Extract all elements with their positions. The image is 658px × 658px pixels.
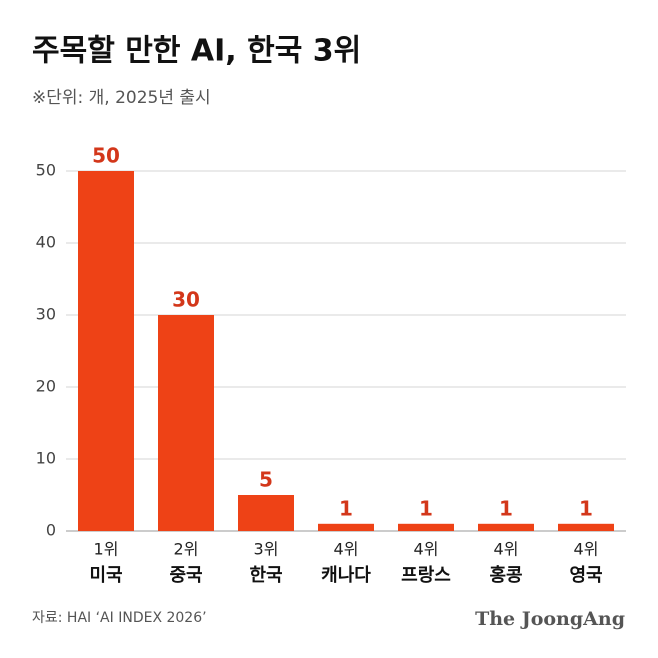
y-tick-label: 30 [36,305,56,324]
x-tick-label: 미국 [89,565,122,586]
bar [318,523,374,531]
chart-subtitle: ※단위: 개, 2025년 출시 [32,88,211,108]
x-tick-label: 한국 [249,565,282,586]
x-tick-label: 중국 [169,565,202,586]
bar [398,523,454,531]
value-label: 5 [259,468,273,492]
value-label: 1 [419,496,433,520]
x-tick-label: 2위 [174,540,199,559]
value-label: 1 [339,496,353,520]
bar [158,315,214,531]
bar [478,523,534,531]
y-tick-label: 10 [36,449,56,468]
x-tick-label: 4위 [494,540,519,559]
value-label: 1 [579,496,593,520]
source: 자료: HAI ‘AI INDEX 2026’ [32,610,207,626]
bar [558,523,614,531]
x-tick-label: 1위 [94,540,119,559]
x-tick-label: 3위 [254,540,279,559]
x-tick-label: 4위 [334,540,359,559]
x-tick-label: 4위 [574,540,599,559]
x-tick-label: 캐나다 [321,565,371,586]
bar [78,171,134,531]
brand: The JoongAng [475,608,625,630]
value-label: 1 [499,496,513,520]
value-label: 30 [172,288,200,312]
value-label: 50 [92,144,120,168]
y-tick-label: 0 [46,521,56,540]
y-tick-label: 50 [36,161,56,180]
y-tick-label: 40 [36,233,56,252]
x-tick-label: 4위 [414,540,439,559]
x-tick-label: 프랑스 [401,565,451,586]
x-tick-label: 영국 [569,565,602,586]
chart-title: 주목할 만한 AI, 한국 3위 [32,34,361,69]
bar [238,495,294,531]
x-tick-label: 홍콩 [489,564,522,586]
y-tick-label: 20 [36,377,56,396]
